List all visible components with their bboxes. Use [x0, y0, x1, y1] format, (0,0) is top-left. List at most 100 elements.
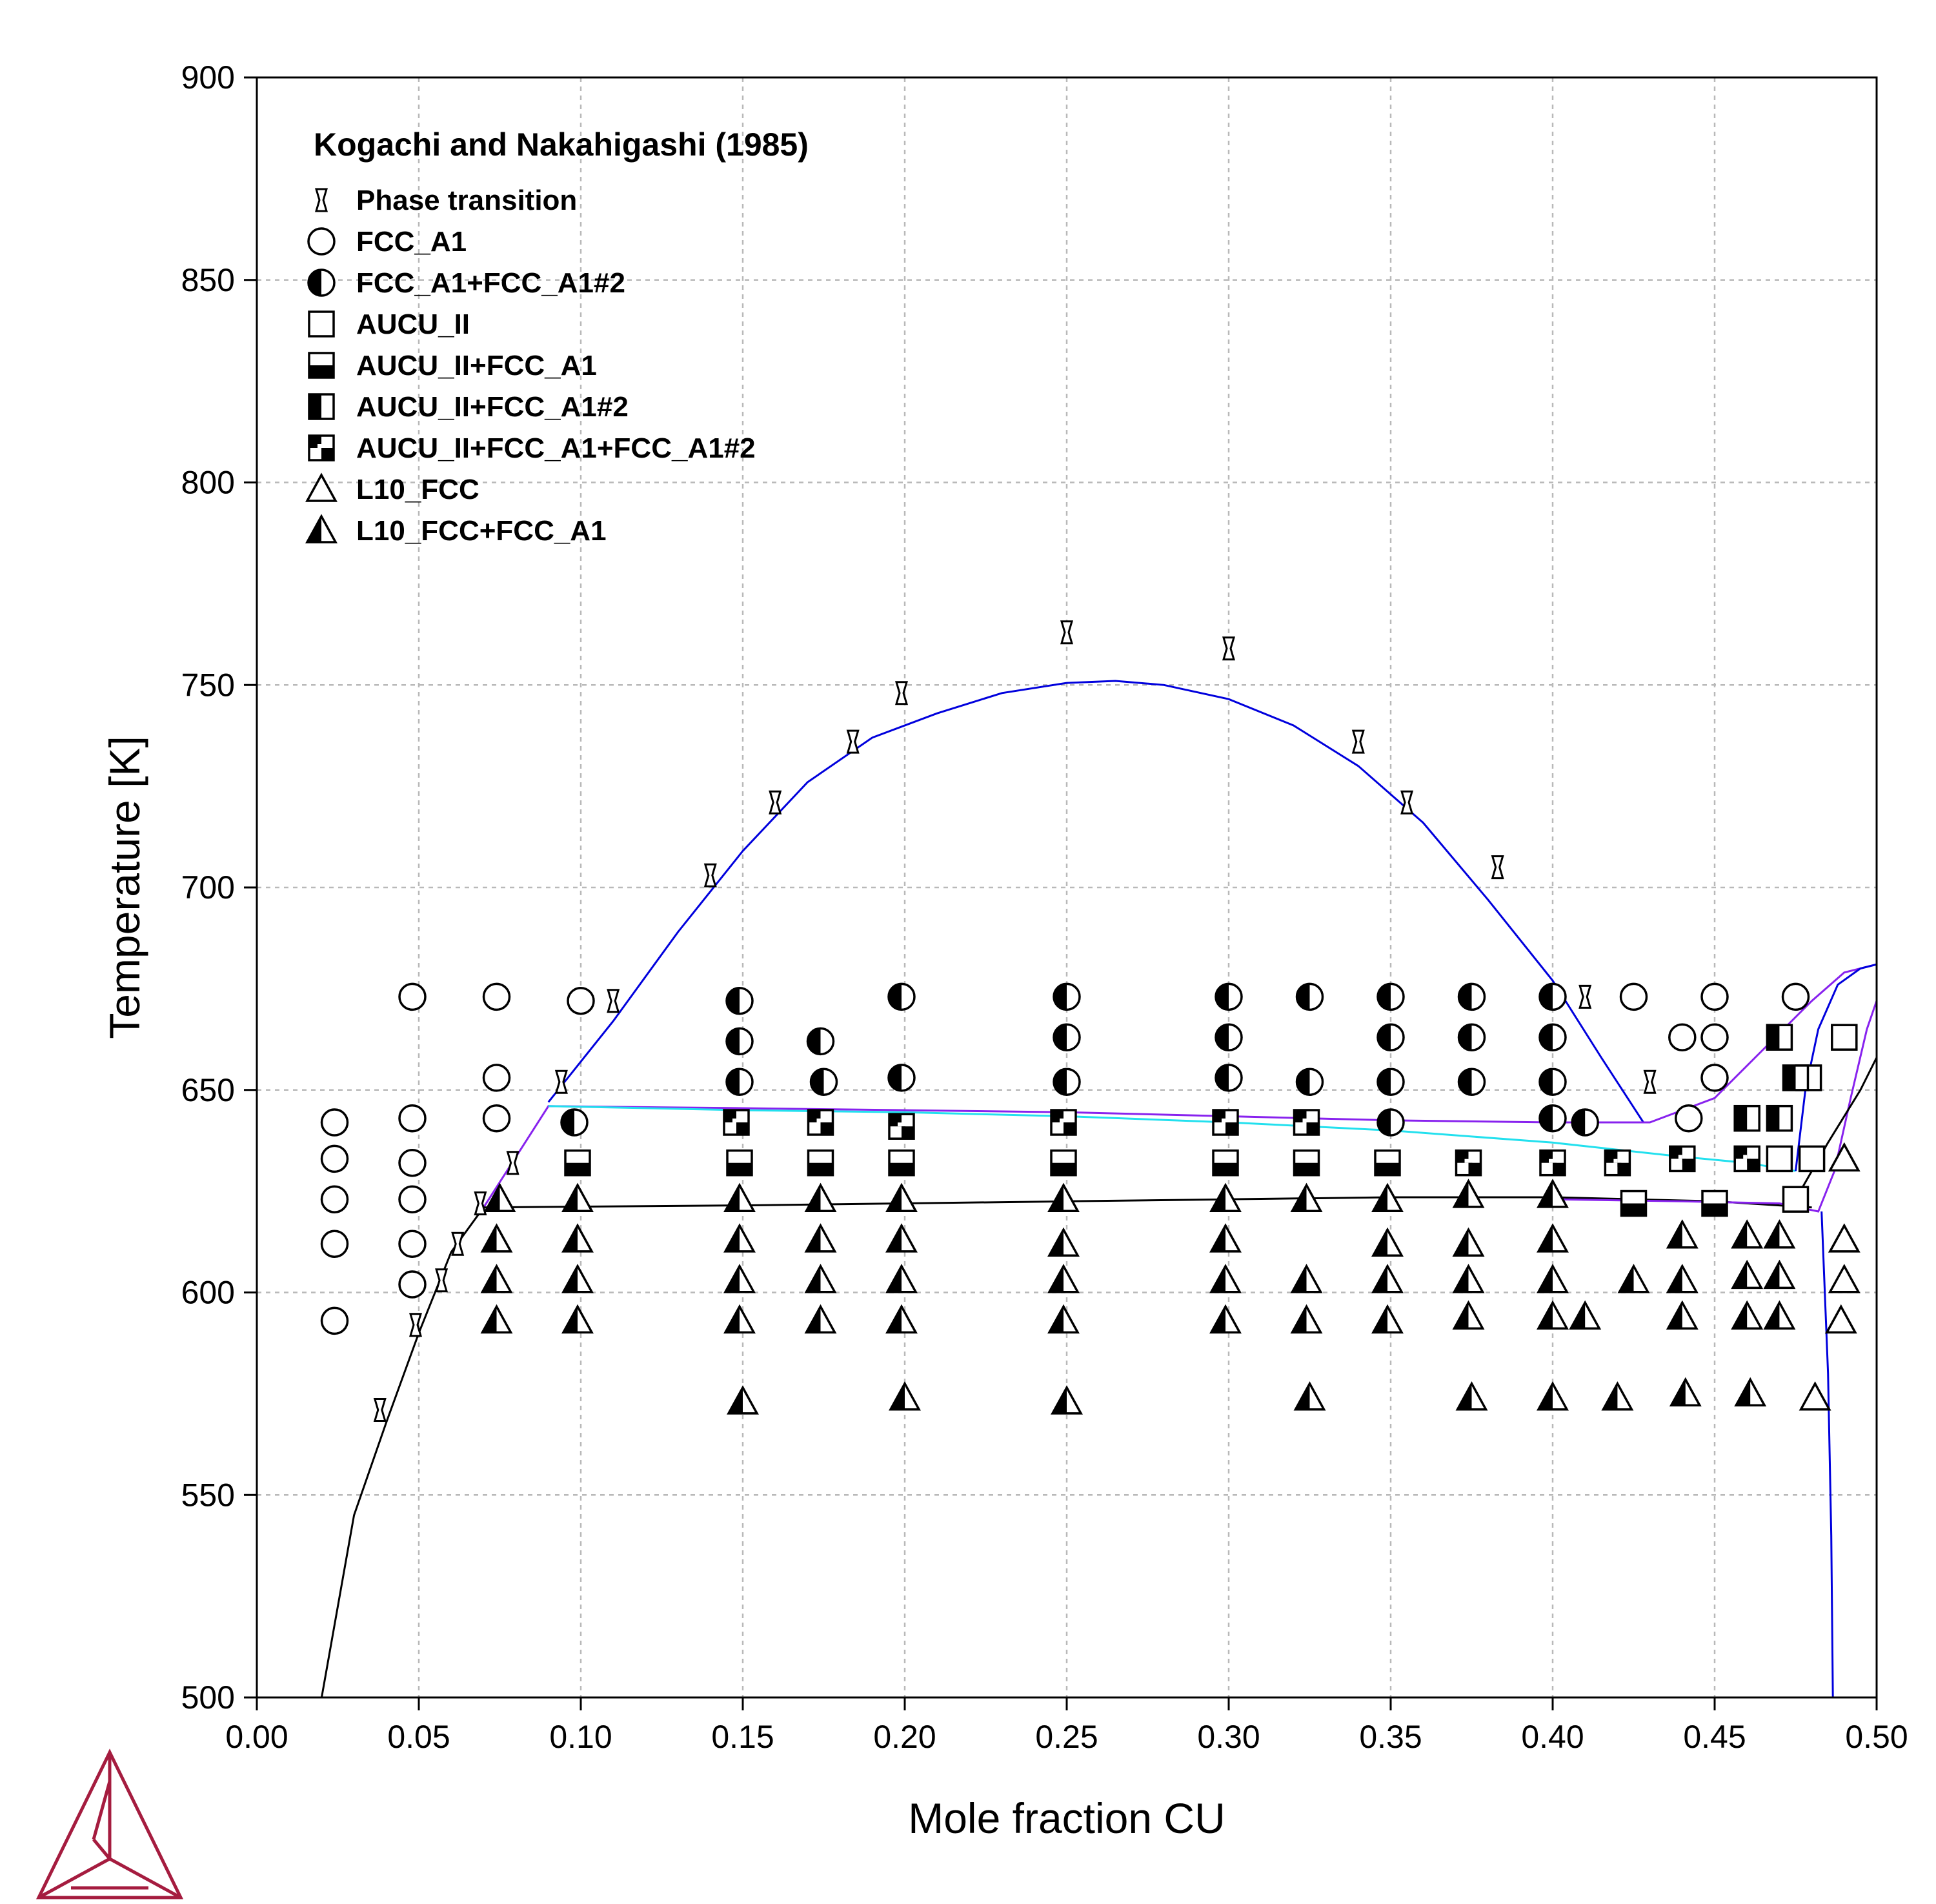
y-tick-label: 600	[181, 1275, 235, 1311]
x-axis-title: Mole fraction CU	[908, 1794, 1225, 1842]
data-point	[889, 1381, 921, 1411]
data-point	[723, 1304, 756, 1334]
data-point	[807, 1149, 834, 1177]
data-point	[1569, 1300, 1602, 1330]
data-point	[1047, 1227, 1080, 1257]
x-tick-label: 0.20	[873, 1719, 936, 1755]
data-point	[1209, 1182, 1242, 1212]
grid	[257, 77, 1877, 1697]
data-point	[885, 1223, 918, 1253]
data-point	[1617, 1264, 1650, 1293]
series-1	[320, 982, 1810, 1335]
data-point	[1731, 1300, 1764, 1330]
data-points	[320, 620, 1860, 1422]
data-point	[1537, 1381, 1569, 1411]
data-point	[1290, 1264, 1323, 1293]
legend-marker	[305, 514, 338, 543]
data-point	[1763, 1219, 1796, 1249]
data-point	[1731, 1259, 1764, 1290]
legend-entry: L10_FCC	[305, 472, 479, 505]
data-point	[1620, 1190, 1648, 1217]
data-point	[1643, 1069, 1657, 1094]
x-tick-label: 0.35	[1359, 1719, 1422, 1755]
data-point	[1455, 1381, 1488, 1411]
data-point	[1538, 1104, 1567, 1133]
data-point	[807, 1109, 834, 1136]
data-point	[607, 989, 620, 1013]
legend-label: FCC_A1	[356, 226, 467, 258]
data-point	[723, 1109, 750, 1136]
data-point	[1047, 1182, 1080, 1212]
data-point	[1371, 1227, 1404, 1257]
legend-entry: AUCU_II+FCC_A1#2	[308, 391, 629, 423]
data-point	[1538, 1068, 1567, 1096]
data-point	[1376, 982, 1405, 1011]
data-point	[1371, 1182, 1404, 1212]
data-point	[1831, 1024, 1858, 1051]
y-axis-title: Temperature [K]	[101, 736, 148, 1039]
legend-label: AUCU_II+FCC_A1#2	[356, 391, 629, 423]
data-point	[1828, 1264, 1860, 1293]
data-point	[373, 1398, 387, 1422]
data-point	[1295, 1068, 1324, 1096]
data-point	[480, 1223, 513, 1253]
legend-marker	[307, 227, 336, 256]
data-point	[1060, 620, 1074, 645]
data-point	[1293, 1109, 1320, 1136]
data-point	[725, 1068, 754, 1096]
legend-label: FCC_A1+FCC_A1#2	[356, 267, 625, 299]
data-point	[888, 1149, 915, 1177]
data-point	[560, 1108, 589, 1137]
data-point	[1669, 1377, 1702, 1407]
data-point	[398, 1185, 427, 1213]
data-point	[885, 1182, 918, 1212]
data-point	[1457, 1023, 1486, 1051]
data-point	[1452, 1300, 1485, 1330]
data-point	[480, 1304, 513, 1334]
y-tick-label: 550	[181, 1477, 235, 1513]
legend-entry: L10_FCC+FCC_A1	[305, 514, 607, 547]
data-point	[1763, 1259, 1796, 1290]
legend-title: Kogachi and Nakahigashi (1985)	[314, 127, 809, 163]
series-6	[723, 1109, 1760, 1177]
data-point	[561, 1304, 594, 1334]
legend-marker	[314, 188, 328, 212]
data-point	[1675, 1104, 1703, 1133]
legend-marker	[305, 472, 338, 502]
data-point	[887, 1064, 916, 1092]
x-tick-label: 0.00	[225, 1719, 288, 1755]
data-point	[1053, 982, 1081, 1011]
series-7	[1799, 1142, 1860, 1411]
data-point	[1781, 982, 1810, 1011]
data-point	[1733, 1104, 1760, 1132]
data-point	[1782, 1186, 1810, 1213]
data-point	[1053, 1068, 1081, 1096]
data-point	[1290, 1304, 1323, 1334]
data-point	[723, 1223, 756, 1253]
x-tick-label: 0.15	[711, 1719, 774, 1755]
data-point	[1371, 1264, 1404, 1293]
series-5	[1733, 1024, 1810, 1132]
data-point	[1701, 1190, 1728, 1217]
data-point	[564, 1149, 591, 1177]
data-point	[480, 1264, 513, 1293]
data-point	[398, 1270, 427, 1299]
data-point	[769, 790, 782, 815]
series-8	[480, 1179, 1796, 1415]
series-0	[373, 620, 1657, 1422]
data-point	[1491, 855, 1504, 880]
data-point	[1828, 1223, 1860, 1253]
legend-label: AUCU_II+FCC_A1+FCC_A1#2	[356, 432, 756, 464]
data-point	[1763, 1300, 1796, 1330]
x-tick-label: 0.10	[549, 1719, 612, 1755]
data-point	[1050, 1109, 1077, 1136]
y-tick-label: 500	[181, 1679, 235, 1716]
data-point	[320, 1108, 349, 1137]
data-point	[320, 1306, 349, 1335]
data-point	[1766, 1024, 1793, 1051]
legend-marker	[308, 310, 335, 338]
x-axis: 0.00 0.05 0.10 0.15 0.20 0.25 0.30 0.35 0.40 0.45…	[225, 1697, 1908, 1755]
data-point	[1798, 1145, 1826, 1173]
data-point	[1212, 1109, 1239, 1136]
data-point	[1452, 1179, 1485, 1208]
